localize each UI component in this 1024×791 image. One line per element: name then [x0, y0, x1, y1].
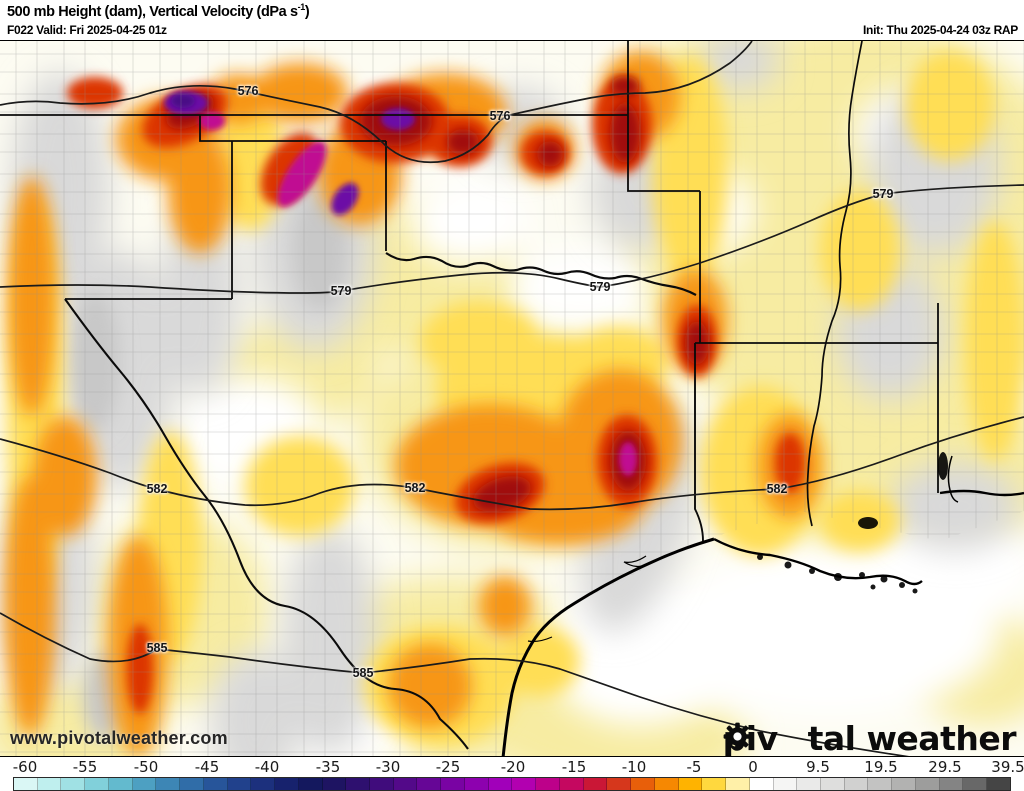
- map-area: 576 576 579 579 579 582 582 582 585 585 www.pivot…: [0, 40, 1024, 757]
- colorbar: -60 -55 -50 -45 -40 -35 -30 -25 -20 -15 -10 -5 0 9.5 1…: [0, 758, 1024, 791]
- colorbar-cell: [987, 778, 1010, 790]
- contour-label: 585: [352, 666, 374, 680]
- colorbar-cell: [631, 778, 655, 790]
- colorbar-cell: [417, 778, 442, 790]
- coastal-marsh: [757, 452, 948, 594]
- colorbar-cell: [892, 778, 916, 790]
- colorbar-cell: [227, 778, 252, 790]
- contour-label: 576: [237, 84, 259, 98]
- page-title: 500 mb Height (dam), Vertical Velocity (…: [7, 2, 310, 20]
- height-contours: [0, 41, 1024, 756]
- colorbar-tick: -25: [435, 758, 461, 776]
- contour-label: 585: [146, 641, 168, 655]
- colorbar-tick: -10: [621, 758, 647, 776]
- colorbar-tick: -30: [375, 758, 401, 776]
- colorbar-tick: -50: [133, 758, 159, 776]
- colorbar-cell: [251, 778, 276, 790]
- colorbar-cell: [915, 778, 940, 790]
- colorbar-tick: -15: [561, 758, 587, 776]
- colorbar-cell: [512, 778, 537, 790]
- colorbar-tick: -60: [12, 758, 38, 776]
- colorbar-cell: [85, 778, 109, 790]
- gear-icon: [723, 722, 808, 754]
- title-superscript: -1: [297, 2, 306, 12]
- colorbar-tick: -35: [315, 758, 341, 776]
- colorbar-cell: [488, 778, 513, 790]
- colorbar-cell: [61, 778, 86, 790]
- colorbar-cell: [963, 778, 988, 790]
- colorbar-tick: -40: [254, 758, 280, 776]
- colorbar-cell: [559, 778, 584, 790]
- colorbar-tick: 29.5: [928, 758, 962, 776]
- map-svg: [0, 41, 1024, 756]
- header: 500 mb Height (dam), Vertical Velocity (…: [0, 0, 1024, 40]
- logo-text-tal-weather: tal weather: [807, 719, 1017, 757]
- colorbar-cell: [14, 778, 38, 790]
- colorbar-cell: [37, 778, 62, 790]
- colorbar-cell: [441, 778, 465, 790]
- colorbar-cell: [820, 778, 845, 790]
- colorbar-tick: -20: [500, 758, 526, 776]
- colorbar-cell: [939, 778, 964, 790]
- title-close: ): [304, 3, 310, 20]
- colorbar-cell: [702, 778, 727, 790]
- colorbar-cell: [108, 778, 133, 790]
- colorbar-cell: [464, 778, 489, 790]
- colorbar-cell: [749, 778, 774, 790]
- state-borders: [0, 41, 939, 750]
- colorbar-cell: [726, 778, 750, 790]
- model-init-time: Init: Thu 2025-04-24 03z RAP: [863, 23, 1018, 37]
- colorbar-cell: [132, 778, 157, 790]
- contour-label: 579: [589, 280, 611, 294]
- colorbar-cell: [607, 778, 632, 790]
- colorbar-tick: 39.5: [991, 758, 1024, 776]
- contour-label: 582: [146, 482, 168, 496]
- colorbar-cell: [370, 778, 394, 790]
- colorbar-cell: [797, 778, 821, 790]
- colorbar-tick: 19.5: [864, 758, 898, 776]
- colorbar-cell: [156, 778, 181, 790]
- colorbar-bar: [13, 777, 1011, 791]
- title-text: 500 mb Height (dam), Vertical Velocity (…: [7, 3, 298, 20]
- colorbar-tick: -45: [194, 758, 220, 776]
- colorbar-tick: -5: [686, 758, 702, 776]
- colorbar-cell: [678, 778, 703, 790]
- colorbar-tick: -55: [72, 758, 98, 776]
- pivotal-weather-logo: piv tal weather: [723, 719, 1017, 757]
- colorbar-cell: [180, 778, 204, 790]
- colorbar-cell: [275, 778, 299, 790]
- colorbar-tick: 0: [748, 758, 758, 776]
- county-lines: [0, 41, 1024, 756]
- colorbar-cell: [773, 778, 798, 790]
- contour-label: 582: [404, 481, 426, 495]
- colorbar-cell: [654, 778, 679, 790]
- colorbar-cell: [298, 778, 323, 790]
- watermark-url: www.pivotalweather.com: [10, 728, 228, 748]
- colorbar-cell: [203, 778, 228, 790]
- contour-label: 579: [330, 284, 352, 298]
- contour-label: 579: [872, 187, 894, 201]
- forecast-valid-time: F022 Valid: Fri 2025-04-25 01z: [7, 23, 167, 37]
- colorbar-cell: [346, 778, 371, 790]
- colorbar-cell: [844, 778, 869, 790]
- colorbar-cell: [393, 778, 418, 790]
- colorbar-cell: [583, 778, 608, 790]
- colorbar-cell: [868, 778, 893, 790]
- contour-label: 576: [489, 109, 511, 123]
- colorbar-cell: [322, 778, 347, 790]
- colorbar-tick: 9.5: [806, 758, 830, 776]
- colorbar-cell: [536, 778, 560, 790]
- coastline: [501, 455, 1024, 756]
- contour-label: 582: [766, 482, 788, 496]
